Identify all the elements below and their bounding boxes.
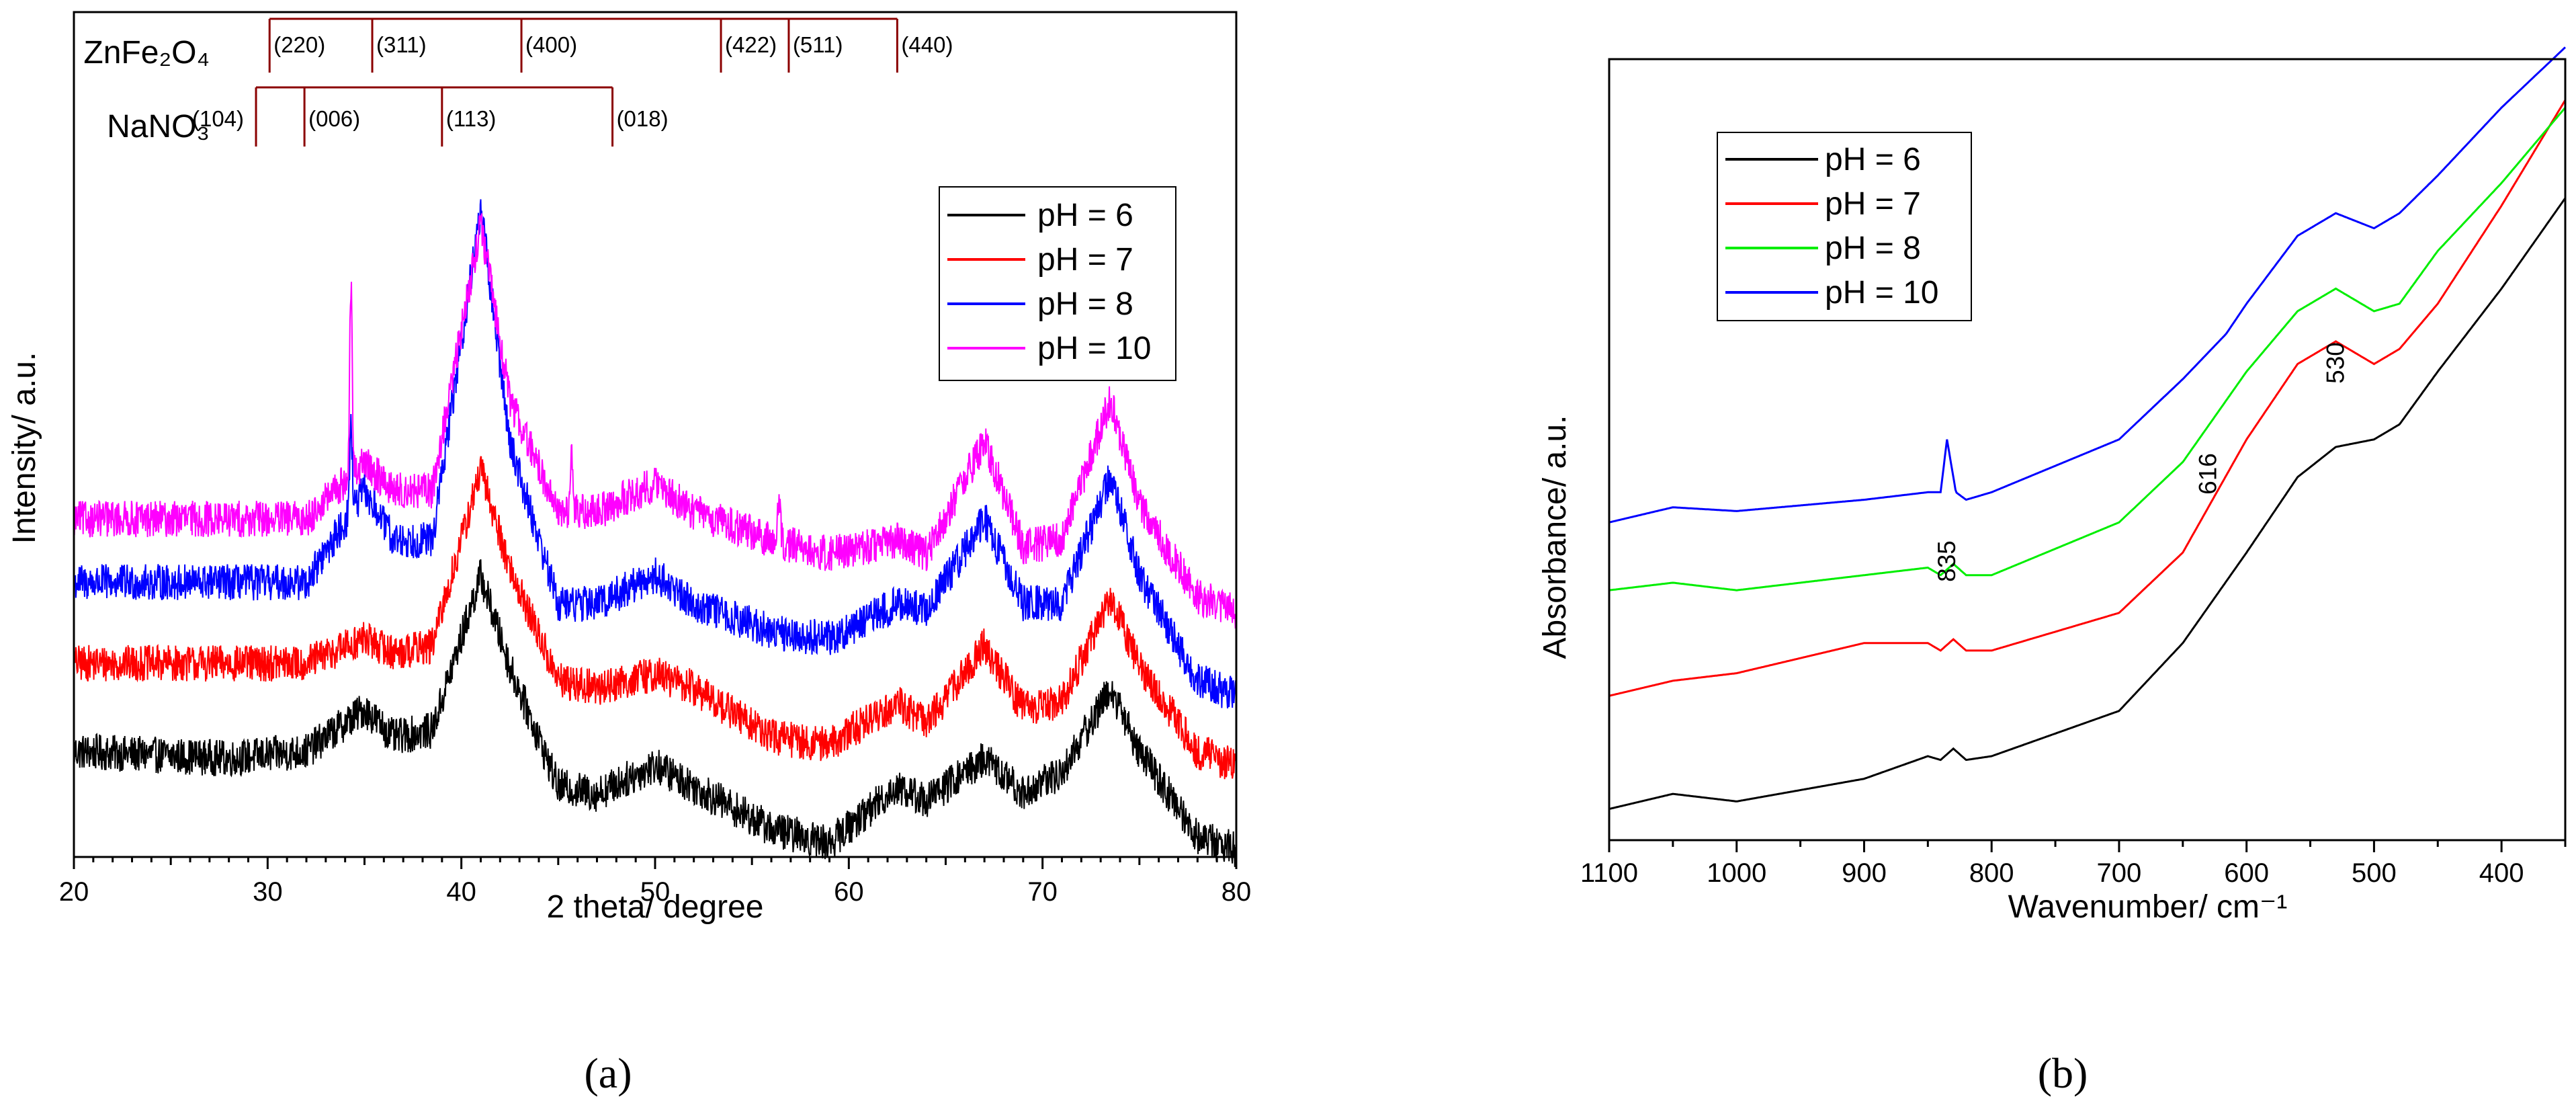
panel-b-x-tick-label: 400 <box>2479 858 2524 888</box>
panel-a-hkl-label: (511) <box>793 32 843 57</box>
panel-b-x-axis: 1100 1000 900 800 700 600 500 400 <box>1580 840 2567 888</box>
panel-b-x-tick-label: 1000 <box>1707 858 1766 888</box>
panel-b-peak-annotation: 530 <box>2321 342 2349 384</box>
panel-a-chart: ZnFe₂O₄ (220) (311) (400) (422) (511) (440) NaN… <box>7 11 1252 925</box>
panel-a-hkl-label: (311) <box>376 32 427 57</box>
panel-a-y-axis-title: Intensity/ a.u. <box>7 352 42 544</box>
panel-label-b: (b) <box>2038 1049 2088 1097</box>
panel-b-legend-label: pH = 8 <box>1825 231 1921 266</box>
panel-b-series-line-ph-8 <box>1608 107 2567 591</box>
panel-a-legend-label: pH = 8 <box>1037 286 1133 322</box>
panel-b-x-tick-label: 1100 <box>1580 858 1638 888</box>
panel-a-reference-patterns: ZnFe₂O₄ (220) (311) (400) (422) (511) (440) NaN… <box>83 17 953 147</box>
panel-a-hkl-label: (018) <box>617 106 669 131</box>
panel-a-legend-label: pH = 10 <box>1037 331 1151 366</box>
panel-b-x-tick-label: 600 <box>2224 858 2269 888</box>
panel-a-x-tick-label: 70 <box>1027 877 1058 907</box>
panel-a-x-tick-label: 50 <box>640 877 671 907</box>
panel-b-legend-label: pH = 6 <box>1825 142 1921 177</box>
panel-b-legend-label: pH = 7 <box>1825 186 1921 222</box>
panel-b-legend-box <box>1717 132 1972 321</box>
panel-a-x-tick-label: 30 <box>253 877 283 907</box>
panel-b-x-tick-label: 700 <box>2097 858 2142 888</box>
panel-b-y-axis-title: Absorbance/ a.u. <box>1537 415 1573 659</box>
panel-a-plot-frame <box>73 11 1238 858</box>
panel-a-legend-label: pH = 7 <box>1037 242 1133 278</box>
panel-a-series-line-ph-6 <box>73 559 1237 867</box>
panel-a-x-tick-label: 20 <box>59 877 89 907</box>
panel-a-phase-label: NaNO₃ <box>107 109 210 145</box>
panel-b-peak-annotation: 835 <box>1933 540 1961 582</box>
panel-a-x-axis-title: 2 theta/ degree <box>547 889 764 925</box>
panel-a-legend-label: pH = 6 <box>1037 198 1133 233</box>
panel-b-series-line-ph-7 <box>1608 99 2567 697</box>
panel-a-x-axis: 20 30 40 50 60 70 80 <box>59 857 1252 907</box>
panel-b-x-axis-title: Wavenumber/ cm⁻¹ <box>2008 889 2288 925</box>
panel-a-hkl-label: (104) <box>192 106 244 131</box>
panel-b-series-group <box>1608 46 2567 811</box>
panel-a-hkl-label: (422) <box>725 32 777 57</box>
panel-a-x-tick-label: 40 <box>446 877 476 907</box>
panel-a-x-tick-label: 60 <box>834 877 864 907</box>
panel-a-hkl-label: (006) <box>308 106 360 131</box>
panel-a-legend: pH = 6 pH = 7 pH = 8 pH = 10 <box>939 186 1176 381</box>
panel-b-legend-label: pH = 10 <box>1825 275 1938 311</box>
panel-b-peak-annotation: 616 <box>2194 453 2222 495</box>
panel-a-hkl-label: (400) <box>525 32 577 57</box>
panel-b-series-line-ph-6 <box>1608 197 2567 811</box>
panel-label-a: (a) <box>584 1049 632 1097</box>
panel-b-plot-frame <box>1608 58 2567 842</box>
panel-b-x-tick-label: 800 <box>1969 858 2014 888</box>
panel-a-series-line-ph-8 <box>73 199 1237 709</box>
panel-a-series-line-ph-7 <box>73 456 1237 780</box>
panel-a-x-tick-label: 80 <box>1221 877 1252 907</box>
panel-b-annotations: 835 616 530 <box>1933 342 2350 582</box>
panel-b-chart: 1100 1000 900 800 700 600 500 400 835 616 530 Wav… <box>1537 46 2567 925</box>
panel-a-hkl-label: (440) <box>901 32 953 57</box>
panel-b-legend: pH = 6 pH = 7 pH = 8 pH = 10 <box>1717 132 1972 321</box>
panel-a-series-line-ph-10 <box>73 213 1237 629</box>
panel-a-series-group <box>73 199 1237 867</box>
panel-a-phase-label: ZnFe₂O₄ <box>83 35 210 71</box>
panel-a-hkl-label: (113) <box>446 106 497 131</box>
panel-a-hkl-label: (220) <box>273 32 325 57</box>
panel-b-x-tick-label: 900 <box>1842 858 1887 888</box>
panel-b-x-tick-label: 500 <box>2352 858 2397 888</box>
panel-b-series-line-ph-10 <box>1608 46 2567 524</box>
